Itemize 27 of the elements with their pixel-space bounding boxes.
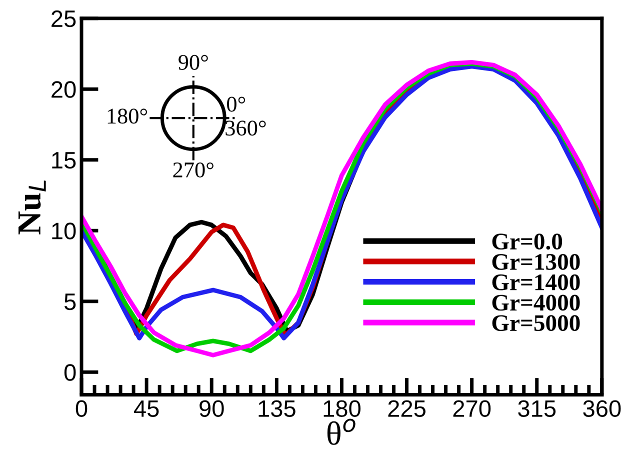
annotation: 0° [227, 96, 246, 112]
x-tick-label: 90 [200, 400, 224, 417]
y-tick-label: 20 [52, 81, 76, 98]
annotation: 270° [173, 162, 214, 178]
x-tick-label: 315 [518, 400, 556, 417]
x-tick-label: 180 [324, 400, 360, 417]
x-tick-label: 0 [76, 400, 88, 417]
annotation: 360° [226, 120, 266, 136]
y-tick-label: 5 [64, 294, 76, 310]
x-tick-label: 135 [258, 400, 296, 417]
y-tick-label: 25 [52, 10, 76, 28]
annotation: 180° [108, 108, 148, 124]
y-tick-label: 10 [52, 222, 76, 240]
legend-label: Gr=1300 [492, 254, 580, 270]
legend-label: Gr=5000 [492, 315, 580, 332]
annotation: 90° [178, 54, 208, 70]
legend-label: Gr=4000 [492, 294, 580, 311]
x-tick-label: 270 [453, 400, 491, 417]
x-tick-label: 360 [583, 400, 621, 417]
legend-label: Gr=1400 [492, 274, 580, 290]
y-tick-label: 15 [52, 152, 76, 169]
x-tick-label: 45 [134, 400, 159, 417]
x-axis-title: θ$^{o}$ [327, 418, 356, 445]
y-axis-title: Nu$_{L}$ [18, 180, 46, 234]
x-tick-label: 225 [388, 400, 426, 417]
legend-label: Gr=0.0 [492, 234, 562, 250]
y-tick-label: 0 [64, 364, 76, 381]
